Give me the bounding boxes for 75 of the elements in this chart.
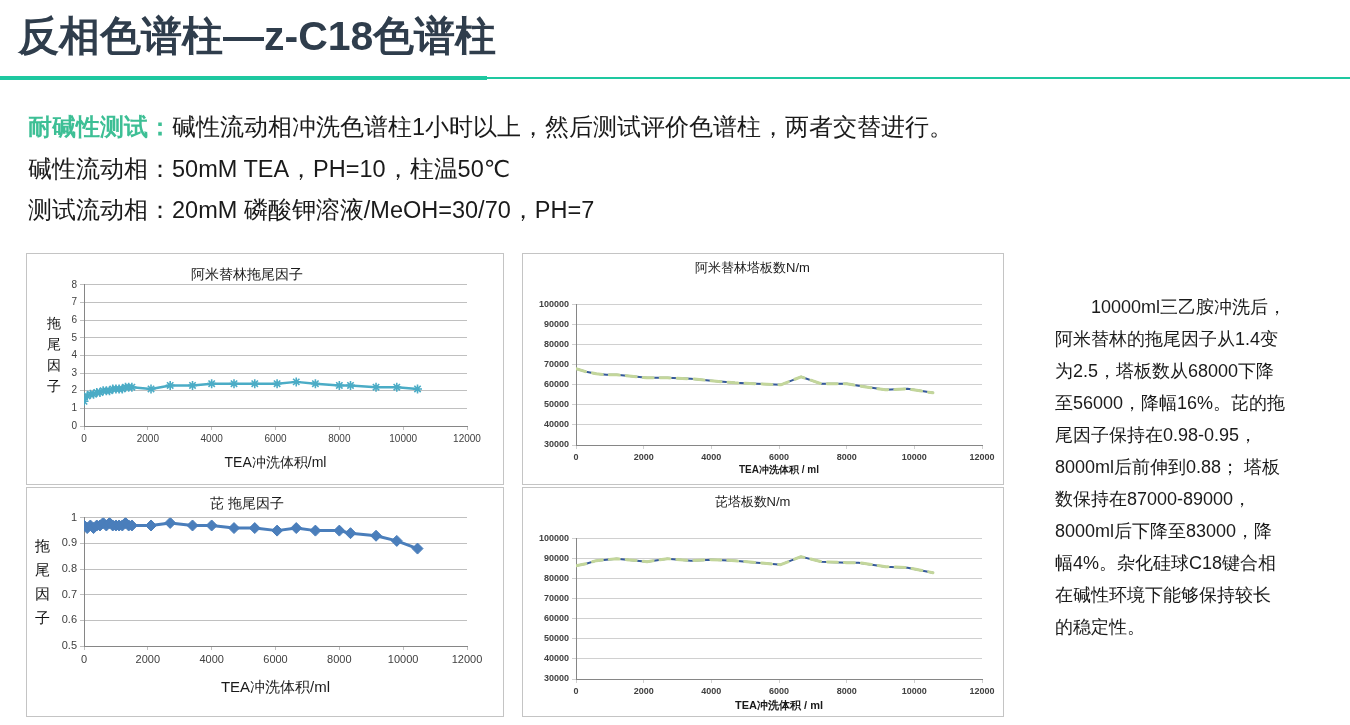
- x-tick-label: 0: [81, 432, 88, 444]
- y-tick-label: 70000: [543, 359, 569, 370]
- x-tick-label: 6000: [264, 432, 288, 444]
- x-tick-label: 12000: [453, 432, 482, 444]
- y-tick-label: 50000: [543, 633, 569, 644]
- y-tick-label: 1: [70, 510, 77, 523]
- x-tick-label: 0: [573, 685, 579, 696]
- y-tick-label: 100000: [538, 299, 569, 310]
- y-tick-label: 8: [71, 278, 78, 290]
- y-tick-label: 80000: [543, 339, 569, 350]
- x-tick-label: 12000: [969, 685, 995, 696]
- y-tick-label: 30000: [543, 673, 569, 684]
- x-tick-label: 2000: [633, 685, 654, 696]
- y-tick-label: 80000: [543, 573, 569, 584]
- y-tick-label: 1: [71, 402, 78, 414]
- y-tick-label: 0: [71, 419, 78, 431]
- y-tick-label: 50000: [543, 399, 569, 410]
- x-tick-label: 12000: [969, 451, 995, 462]
- chart-title: 阿米替林塔板数N/m: [695, 260, 810, 276]
- y-tick-label: 7: [71, 296, 78, 308]
- y-tick-label: 30000: [543, 439, 569, 450]
- chart-title: 阿米替林拖尾因子: [191, 266, 303, 283]
- text: 测试流动相：20mM 磷酸钾溶液/MeOH=30/70，PH=7: [28, 197, 595, 223]
- y-tick-label: 6: [71, 313, 78, 325]
- text: 10000ml三乙胺冲洗后，阿米替林的拖尾因子从1.4变为2.5，塔板数从68000下降至56000，降幅16%。芘的拖尾因子保持在0.98-0.95，8000ml后前伸到0.88； 塔板数保持在87000-89000，8000ml后下降至83000，降幅4%。杂化硅球C18键合相在碱性环境下能够保持较长的稳定性。: [1055, 297, 1287, 637]
- x-tick-label: 8000: [327, 652, 352, 665]
- x-tick-label: 4000: [701, 685, 722, 696]
- y-tick-label: 40000: [543, 419, 569, 430]
- x-axis-title: TEA冲洗体积/ml: [220, 678, 331, 696]
- x-axis-title: TEA冲洗体积/ml: [224, 454, 327, 471]
- x-tick-label: 10000: [387, 652, 419, 665]
- y-tick-label: 3: [71, 366, 78, 378]
- y-tick-label: 100000: [538, 533, 569, 544]
- x-axis-title: TEA冲洗体积 / ml: [738, 463, 820, 475]
- y-tick-label: 70000: [543, 593, 569, 604]
- y-tick-label: 0.6: [61, 613, 77, 626]
- chart-title: 芘塔板数N/m: [714, 494, 791, 510]
- x-tick-label: 2000: [633, 451, 654, 462]
- y-tick-label: 4: [71, 349, 78, 361]
- text: 碱性流动相：50mM TEA，PH=10，柱温50℃: [28, 155, 511, 182]
- x-tick-label: 8000: [836, 451, 857, 462]
- x-tick-label: 8000: [836, 685, 857, 696]
- chart-title: 芘 拖尾因子: [210, 495, 284, 512]
- x-tick-label: 10000: [901, 685, 927, 696]
- x-tick-label: 10000: [901, 451, 927, 462]
- y-tick-label: 90000: [543, 553, 569, 564]
- x-tick-label: 2000: [135, 652, 161, 665]
- x-tick-label: 0: [573, 451, 579, 462]
- y-tick-label: 0.7: [61, 587, 77, 600]
- x-tick-label: 6000: [768, 451, 790, 462]
- x-tick-label: 4000: [200, 432, 224, 444]
- y-axis-title: 拖尾因子: [47, 314, 61, 397]
- y-tick-label: 2: [71, 384, 78, 396]
- y-tick-label: 40000: [543, 653, 569, 664]
- y-tick-label: 0.8: [61, 562, 77, 575]
- x-axis-title: TEA冲洗体积 / ml: [734, 699, 824, 712]
- x-tick-label: 4000: [199, 652, 224, 665]
- x-tick-label: 10000: [389, 432, 418, 444]
- x-tick-label: 0: [80, 652, 88, 665]
- text: 耐碱性测试：: [28, 114, 172, 140]
- x-tick-label: 12000: [451, 652, 483, 665]
- y-tick-label: 60000: [543, 613, 569, 624]
- text: 反相色谱柱—z-C18色谱柱: [18, 12, 497, 60]
- x-tick-label: 6000: [263, 652, 288, 665]
- text: 碱性流动相冲洗色谱柱1小时以上，然后测试评价色谱柱，两者交替进行。: [172, 114, 954, 140]
- y-tick-label: 5: [71, 331, 78, 343]
- y-tick-label: 0.5: [61, 639, 77, 652]
- y-tick-label: 90000: [543, 319, 569, 330]
- y-axis-title: 拖尾因子: [35, 535, 50, 628]
- x-tick-label: 8000: [328, 432, 351, 444]
- y-tick-label: 0.9: [61, 536, 77, 549]
- x-tick-label: 2000: [136, 432, 160, 444]
- x-tick-label: 6000: [768, 685, 790, 696]
- y-tick-label: 60000: [543, 379, 569, 390]
- x-tick-label: 4000: [701, 451, 722, 462]
